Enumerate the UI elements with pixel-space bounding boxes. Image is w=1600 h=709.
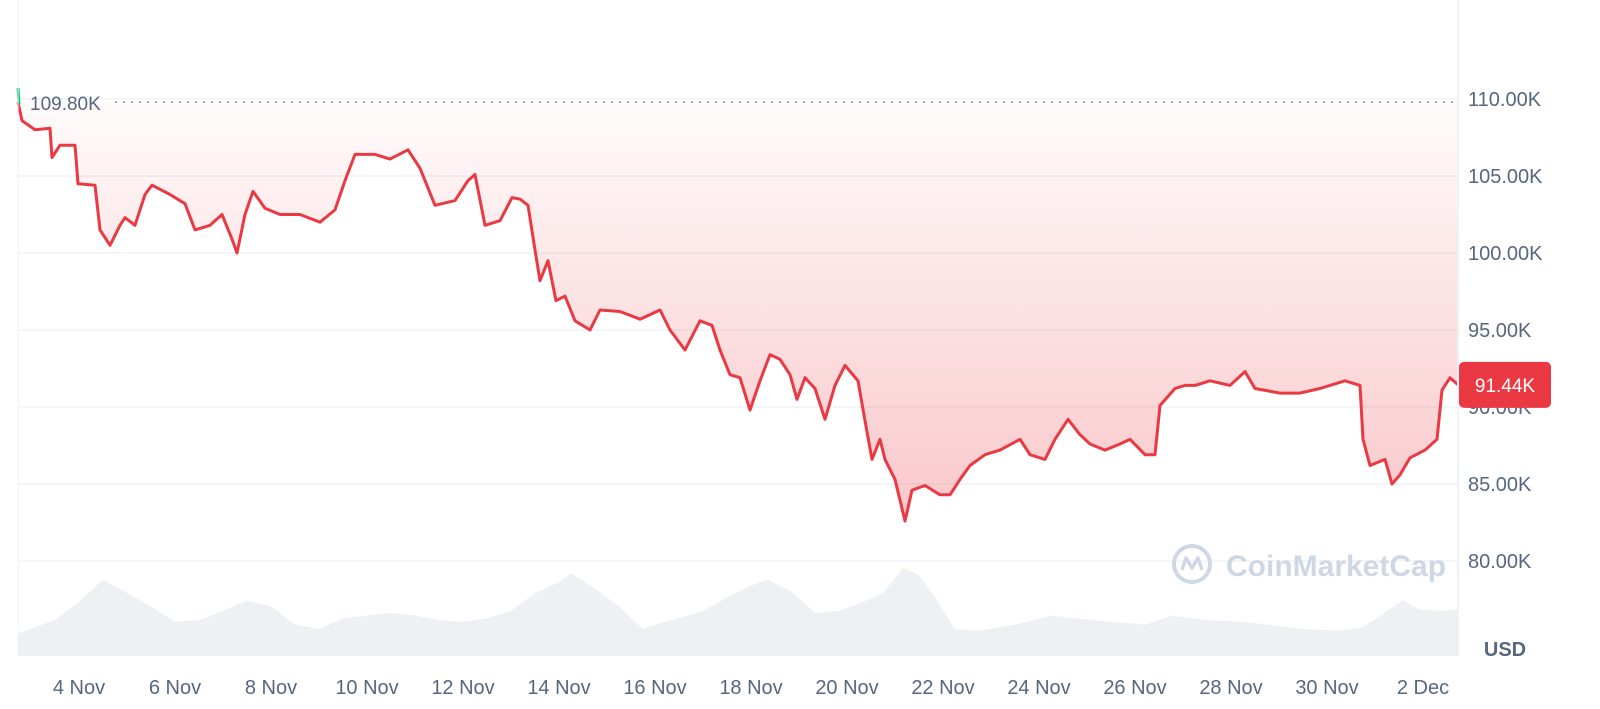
x-tick-label: 8 Nov — [245, 677, 297, 699]
x-tick-label: 26 Nov — [1103, 677, 1166, 699]
y-tick-label: 95.00K — [1468, 320, 1532, 342]
x-tick-label: 20 Nov — [815, 677, 878, 699]
y-tick-label: 110.00K — [1468, 89, 1542, 111]
y-tick-label: 80.00K — [1468, 551, 1532, 573]
x-tick-label: 10 Nov — [335, 677, 398, 699]
price-line — [16, 101, 1459, 523]
y-tick-label: 105.00K — [1468, 166, 1543, 188]
x-tick-label: 14 Nov — [527, 677, 590, 699]
x-axis: 4 Nov 6 Nov 8 Nov 10 Nov 12 Nov 14 Nov 16 Nov 1… — [53, 677, 1449, 699]
watermark-logo: CoinMarketCap — [1172, 544, 1446, 584]
coinmarketcap-icon — [1172, 544, 1212, 584]
last-price-tag: 91.44K — [1459, 361, 1551, 408]
x-tick-label: 4 Nov — [53, 677, 105, 699]
x-tick-label: 28 Nov — [1199, 677, 1262, 699]
x-tick-label: 12 Nov — [431, 677, 494, 699]
open-price-label: 109.80K — [30, 94, 101, 115]
x-tick-label: 22 Nov — [911, 677, 974, 699]
x-tick-label: 18 Nov — [719, 677, 782, 699]
x-tick-label: 6 Nov — [149, 677, 201, 699]
volume-bars — [18, 567, 1458, 656]
x-tick-label: 2 Dec — [1397, 677, 1449, 699]
x-tick-label: 30 Nov — [1295, 677, 1358, 699]
y-tick-label: 85.00K — [1468, 474, 1532, 496]
last-price-label: 91.44K — [1475, 376, 1536, 397]
price-fill-area — [18, 102, 1458, 521]
y-tick-label: 100.00K — [1468, 243, 1543, 265]
x-tick-label: 24 Nov — [1007, 677, 1070, 699]
watermark-text: CoinMarketCap — [1226, 550, 1446, 583]
currency-label: USD — [1484, 639, 1526, 661]
x-tick-label: 16 Nov — [623, 677, 686, 699]
volume-area — [18, 567, 1458, 656]
y-axis: 80.00K85.00K90.00K95.00K100.00K105.00K11… — [1468, 89, 1543, 573]
